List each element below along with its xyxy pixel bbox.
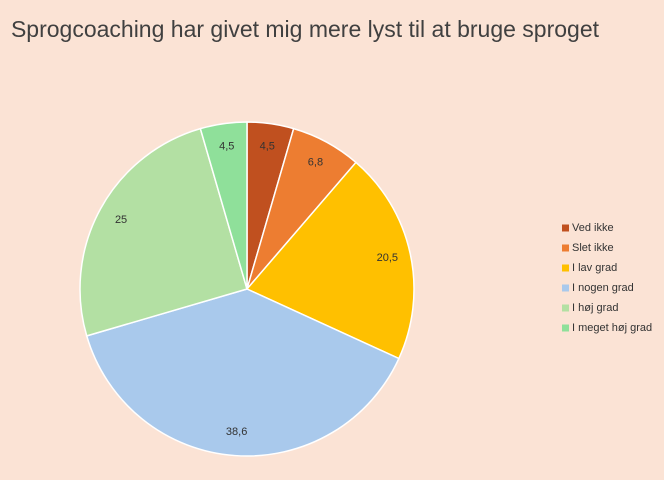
data-label: 4,5: [260, 141, 275, 153]
chart-title: Sprogcoaching har givet mig mere lyst ti…: [10, 16, 600, 42]
legend-label: Ved ikke: [572, 222, 614, 234]
data-label: 38,6: [226, 426, 247, 438]
legend-label: I nogen grad: [572, 282, 634, 294]
legend-marker: [562, 264, 569, 272]
data-label: 6,8: [308, 157, 323, 169]
legend-marker: [562, 224, 569, 232]
legend-label: I høj grad: [572, 302, 618, 314]
legend-marker: [562, 244, 569, 252]
pie-slice: [245, 161, 415, 360]
data-label: 4,5: [219, 141, 234, 153]
pie-slice: [79, 127, 248, 337]
legend-label: I lav grad: [572, 262, 617, 274]
legend-marker: [562, 304, 569, 312]
legend-label: I meget høj grad: [572, 322, 652, 334]
legend-marker: [562, 324, 569, 332]
pie-slice: [199, 121, 248, 290]
legend-label: Slet ikke: [572, 242, 614, 254]
data-label: 25: [115, 214, 127, 226]
legend-marker: [562, 284, 569, 292]
data-label: 20,5: [377, 252, 398, 264]
pie-slice: [85, 288, 400, 457]
